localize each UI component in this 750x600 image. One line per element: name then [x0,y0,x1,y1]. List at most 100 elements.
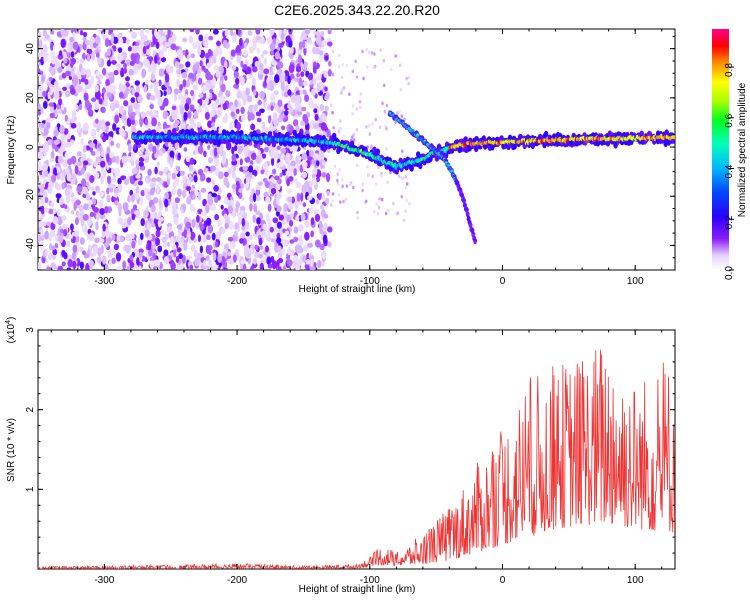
heatmap-cell [96,256,102,264]
heatmap-cell [39,229,44,237]
heatmap-cell [220,83,226,93]
heatmap-cell [189,203,195,211]
heatmap-cell [50,245,56,251]
heatmap-cell [252,130,257,137]
heatmap-cell [272,217,279,224]
heatmap-cell [190,244,196,252]
heatmap-cell [59,172,65,182]
heatmap-cell [196,214,200,223]
heatmap-cell [154,259,161,267]
heatmap-cell [166,225,173,233]
heatmap-cell [103,100,109,107]
heatmap-cell [297,244,303,254]
heatmap-cell [387,208,390,213]
heatmap-cell [92,198,97,205]
heatmap-cell [59,125,65,134]
heatmap-cell [70,178,76,185]
heatmap-cell [407,81,411,86]
heatmap-cell [277,161,284,167]
heatmap-cell [154,139,160,146]
heatmap-cell [172,201,177,210]
heatmap-cell [125,233,132,242]
heatmap-cell [268,144,273,152]
heatmap-cell [311,177,317,186]
heatmap-cell [46,221,50,227]
heatmap-cell [224,243,229,251]
heatmap-cell [134,192,140,201]
heatmap-cell [74,165,79,175]
heatmap-cell [70,88,76,95]
heatmap-cell [135,58,140,65]
heatmap-cell [270,105,274,112]
heatmap-cell [212,29,219,35]
heatmap-cell [210,165,216,172]
heatmap-cell [217,253,223,263]
heatmap-cell [298,234,303,243]
heatmap-cell [341,88,344,92]
heatmap-cell [152,243,156,250]
heatmap-cell [66,267,72,270]
heatmap-y-tick-label: 20 [25,92,36,104]
heatmap-cell [193,111,199,119]
heatmap-cell [313,152,319,161]
heatmap-cell [277,99,283,108]
heatmap-cell [197,104,202,114]
heatmap-cell [399,87,403,92]
heatmap-cell [154,54,158,64]
heatmap-cell [400,114,404,118]
heatmap-cell [277,106,282,114]
heatmap-cell [176,78,180,88]
heatmap-cell [324,105,329,112]
heatmap-cell [75,217,79,226]
heatmap-cell [160,230,167,236]
heatmap-cell [77,85,83,93]
heatmap-cell [106,48,111,57]
heatmap-cell [256,217,261,225]
heatmap-cell [133,102,139,110]
heatmap-cell [49,112,56,119]
heatmap-cell [194,258,200,267]
heatmap-cell [192,84,199,91]
heatmap-cell [150,223,156,228]
heatmap-cell [284,230,290,236]
heatmap-cell [359,92,363,96]
heatmap-cell [114,200,119,206]
heatmap-cell [123,100,129,107]
heatmap-cell [54,242,59,249]
heatmap-cell [143,209,149,219]
heatmap-cell [277,116,283,123]
heatmap-cell [354,59,358,64]
heatmap-cell [342,199,345,204]
heatmap-cell [189,104,195,112]
heatmap-cell [145,110,152,116]
heatmap-cell [189,264,194,270]
heatmap-cell [79,237,85,245]
heatmap-cell [327,29,332,35]
heatmap-cell [287,103,292,109]
heatmap-cell [338,168,342,172]
heatmap-cell [181,121,187,131]
heatmap-cell [307,72,314,81]
heatmap-cell [281,248,285,255]
heatmap-cell [263,57,268,66]
heatmap-cell [342,86,346,90]
heatmap-cell [351,69,355,74]
heatmap-cell [314,209,319,215]
heatmap-cell [301,183,308,194]
heatmap-cell [244,156,251,163]
heatmap-cell [181,137,186,145]
heatmap-cell [365,125,368,129]
heatmap-cell [157,97,163,107]
heatmap-cell [129,261,135,268]
heatmap-cell [313,107,318,114]
heatmap-cell [114,167,121,177]
heatmap-cell [246,66,252,75]
heatmap-cell [91,97,97,103]
heatmap-cell [156,161,160,167]
heatmap-cell [273,90,279,96]
snr-multiplier-exp: 4 [5,320,12,324]
heatmap-cell [65,90,71,98]
heatmap-cell [286,178,290,187]
heatmap-cell [130,233,135,240]
heatmap-cell [401,149,404,153]
